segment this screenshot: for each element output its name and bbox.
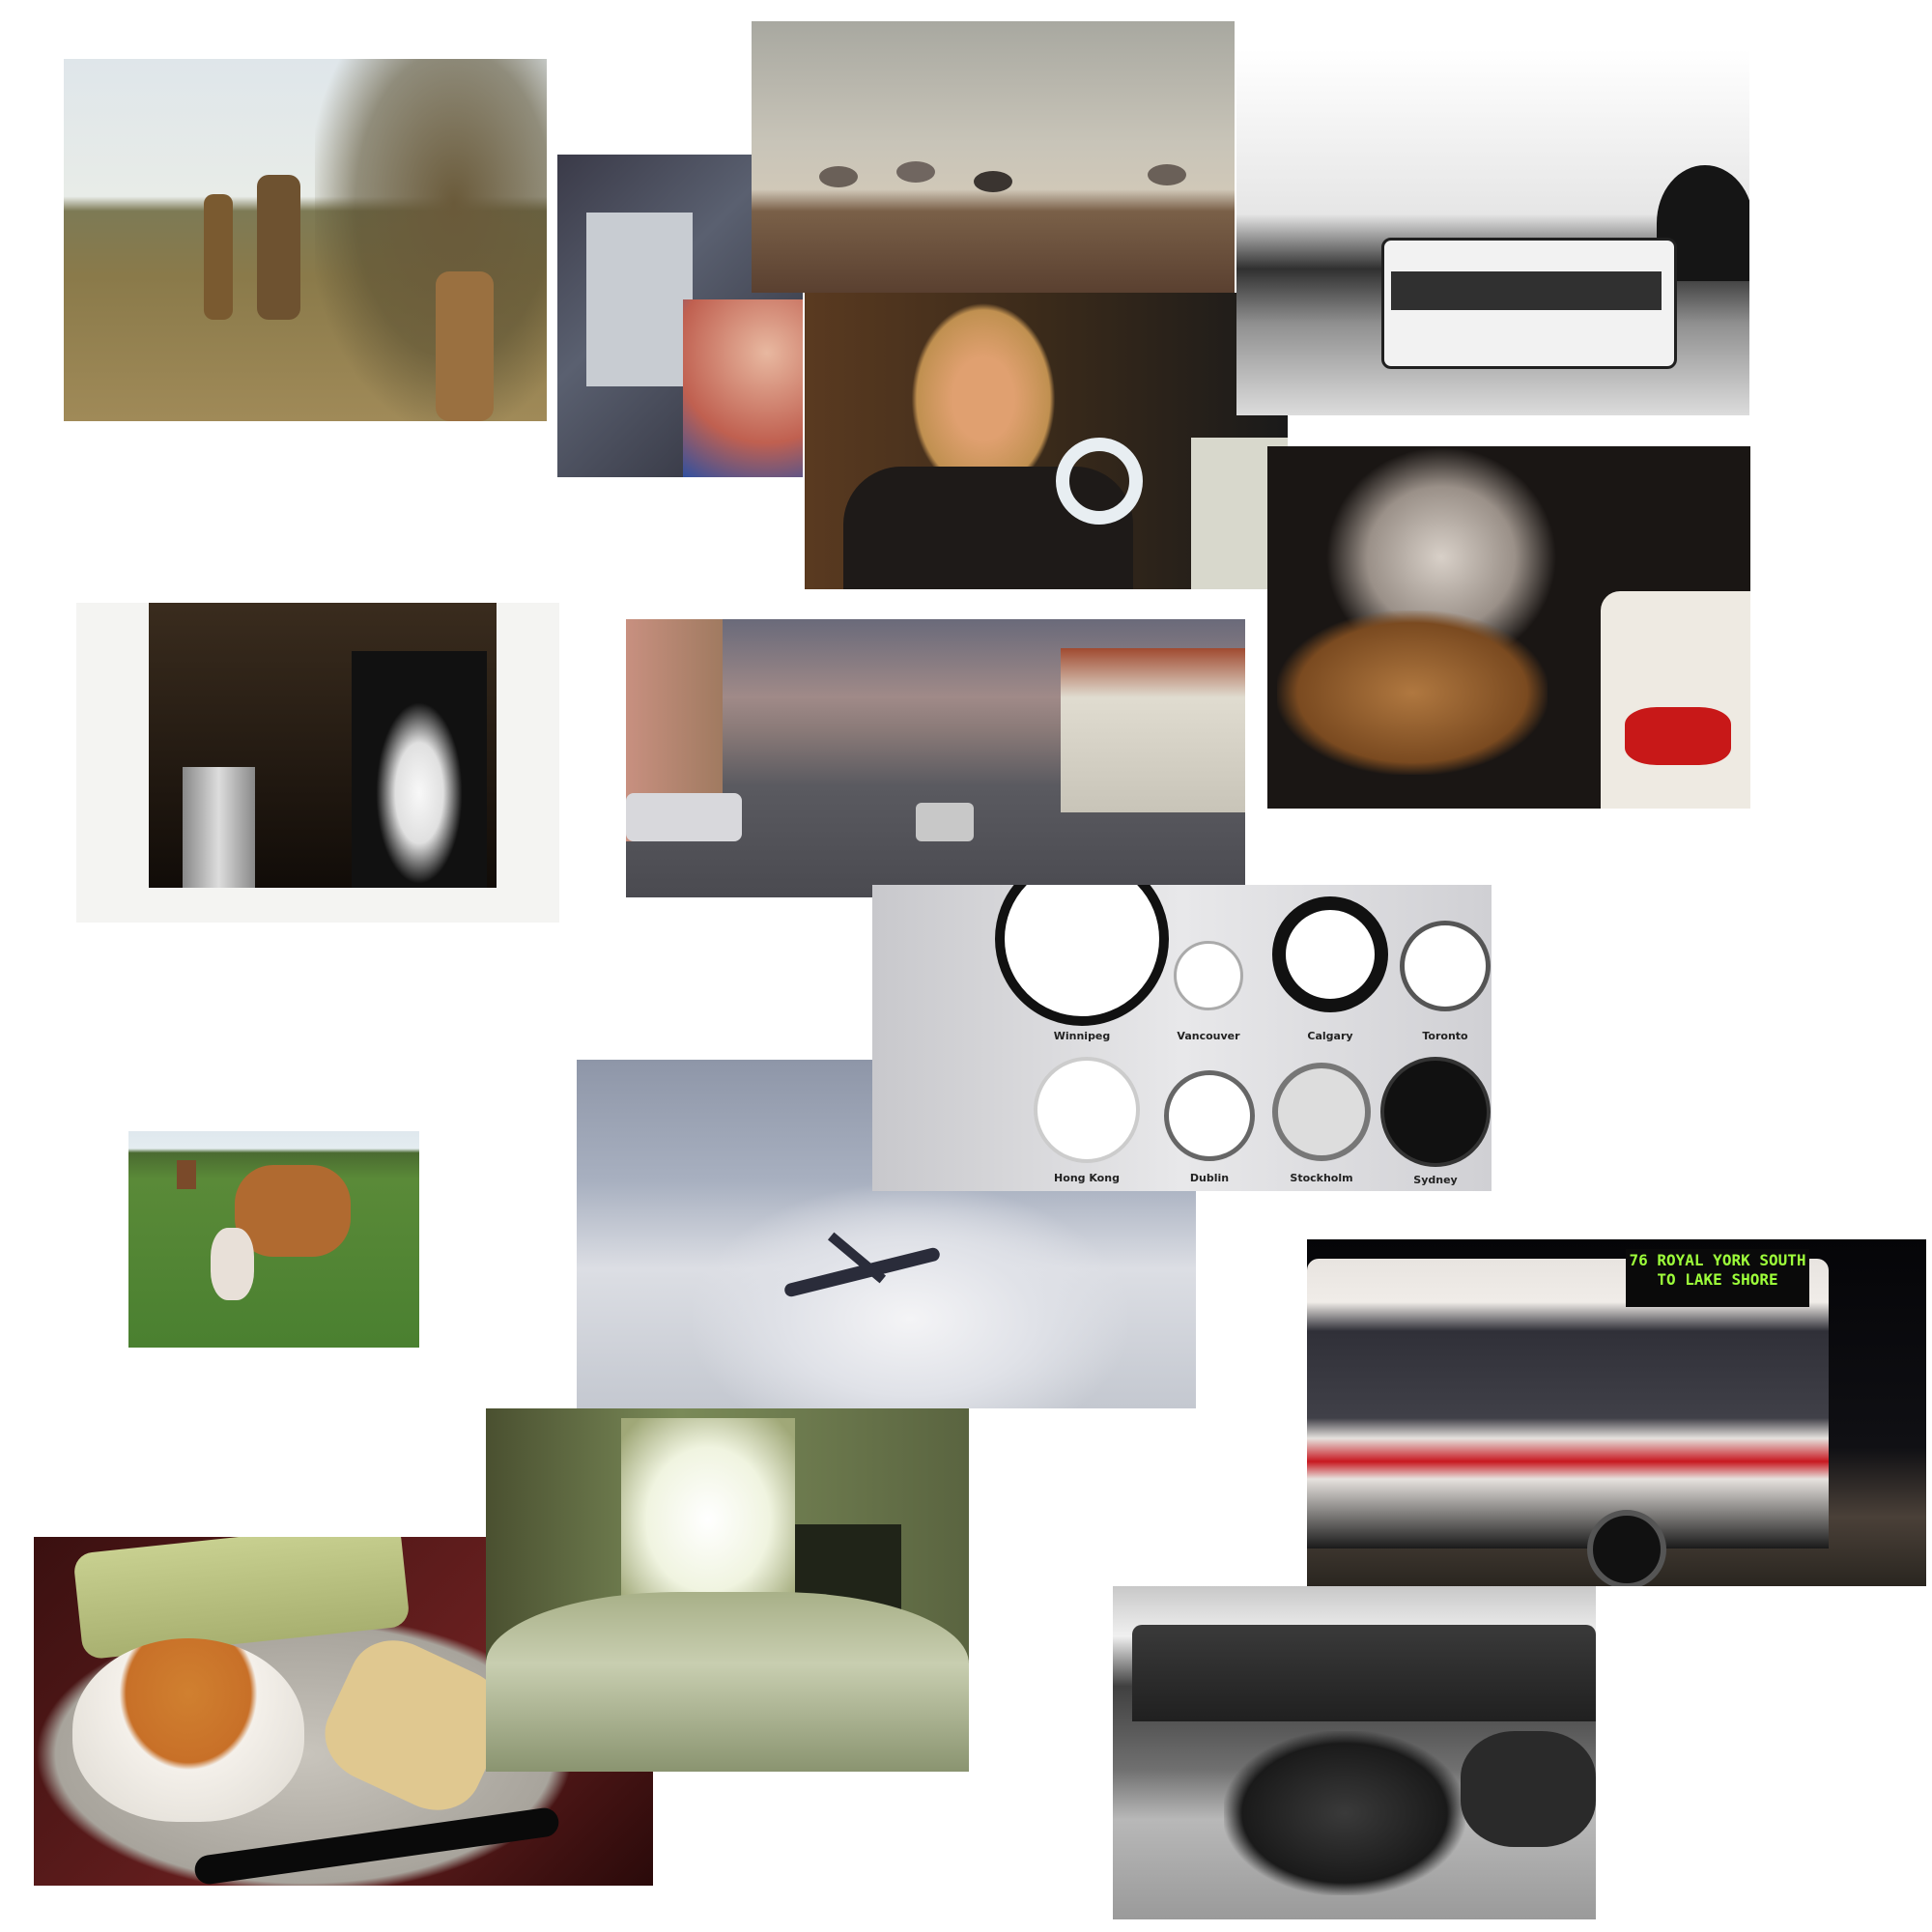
clock-label: Hong Kong: [1054, 1172, 1120, 1184]
clock-face: [995, 885, 1169, 1026]
photo-street: [626, 619, 1245, 897]
photo-woman-wheel: [805, 293, 1288, 589]
photo-birds-beach: [752, 21, 1235, 293]
photo-bedroom: [486, 1408, 969, 1772]
bus-sign-line: 76 ROYAL YORK SOUTH: [1629, 1251, 1806, 1269]
clock-label: Winnipeg: [1053, 1030, 1111, 1042]
photo-cow: [128, 1131, 419, 1348]
clock-face: [1400, 921, 1491, 1011]
clock-label: Dublin: [1189, 1172, 1230, 1184]
clock-face: [1034, 1057, 1140, 1163]
photo-cat-cake: [1267, 446, 1750, 809]
bus-sign-line: TO LAKE SHORE: [1657, 1270, 1778, 1289]
photo-giraffes: [64, 59, 547, 421]
clock-label: Calgary: [1307, 1030, 1353, 1042]
clock-face: [1164, 1070, 1255, 1161]
photo-car-train: [1113, 1586, 1596, 1919]
photo-cat-window: [76, 603, 559, 923]
clock-label: Toronto: [1422, 1030, 1468, 1042]
clock-face: [1380, 1057, 1491, 1167]
clock-face: [1174, 941, 1243, 1010]
clock-face: [1272, 1063, 1371, 1161]
clock-face: [1272, 896, 1388, 1012]
bus-sign: 76 ROYAL YORK SOUTH TO LAKE SHORE: [1626, 1251, 1809, 1290]
clock-label: Stockholm: [1290, 1172, 1353, 1184]
photo-world-clocks: Winnipeg Vancouver Calgary Toronto Hong Kong…: [872, 885, 1492, 1191]
photo-bus-night: 76 ROYAL YORK SOUTH TO LAKE SHORE: [1307, 1239, 1926, 1586]
clock-label: Vancouver: [1177, 1030, 1240, 1042]
photo-bus-bw: [1236, 49, 1749, 415]
clock-label: Sydney: [1413, 1174, 1458, 1186]
